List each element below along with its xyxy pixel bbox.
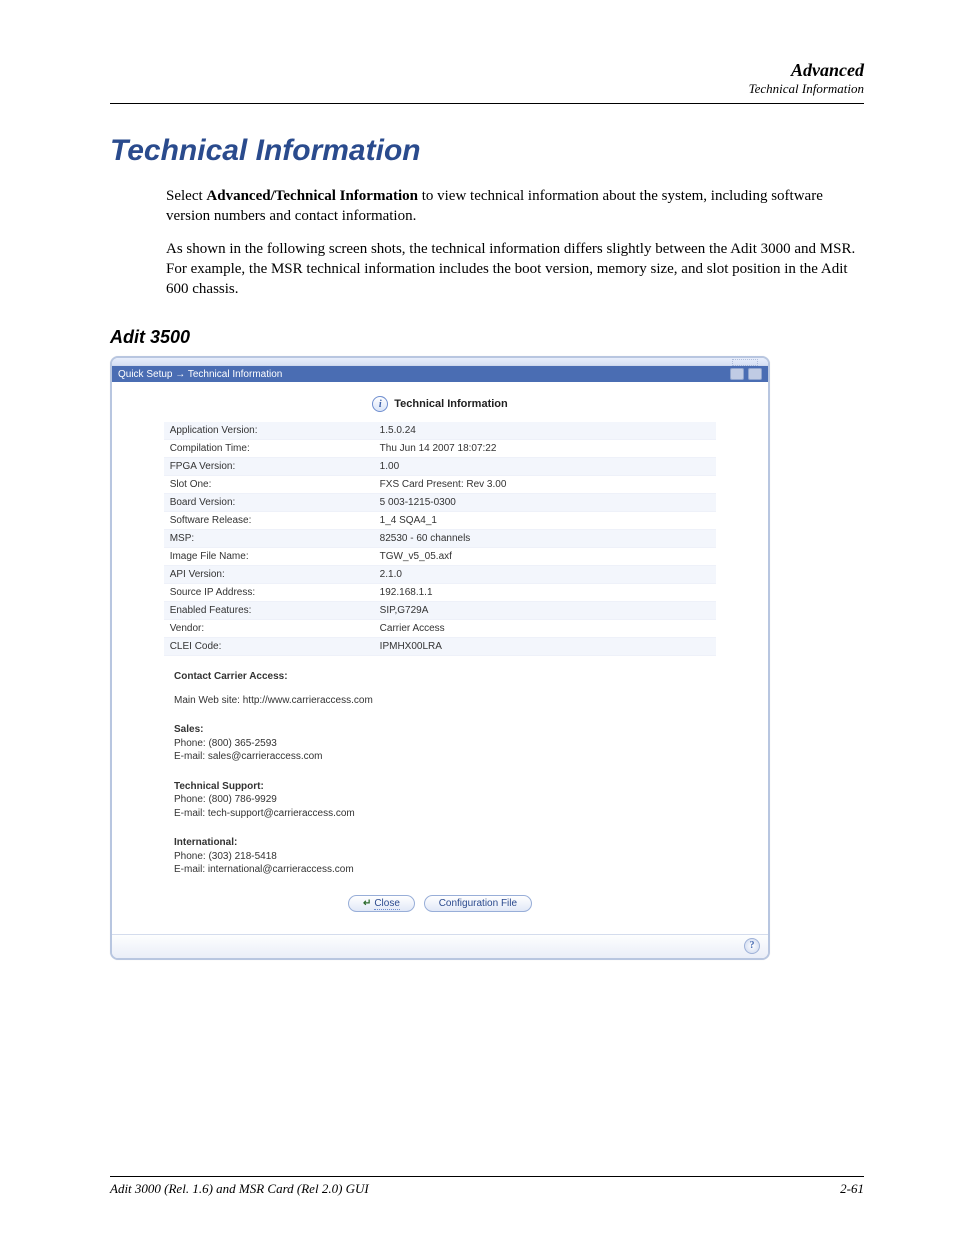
contact-heading: Contact Carrier Access: [174,670,754,684]
intro-p1-prefix: Select [166,188,206,204]
info-label: Source IP Address: [164,584,374,602]
contact-website-link[interactable]: http://www.carrieraccess.com [243,695,373,706]
info-label: Software Release: [164,512,374,530]
subheading-adit3500: Adit 3500 [110,327,864,348]
info-value: 1.00 [374,458,717,476]
international-heading: International: [174,836,754,850]
header-title: Advanced [110,60,864,81]
info-value: TGW_v5_05.axf [374,548,717,566]
info-label: Slot One: [164,476,374,494]
info-label: Application Version: [164,422,374,440]
info-value: 192.168.1.1 [374,584,717,602]
international-phone: Phone: (303) 218-5418 [174,850,754,864]
configuration-file-label: Configuration File [439,898,517,909]
header-subtitle: Technical Information [110,81,864,97]
intro-paragraph-1: Select Advanced/Technical Information to… [166,186,864,227]
info-value: FXS Card Present: Rev 3.00 [374,476,717,494]
table-row: MSP:82530 - 60 channels [164,530,717,548]
intro-p1-bold: Advanced/Technical Information [206,188,418,204]
techsupport-phone: Phone: (800) 786-9929 [174,793,754,807]
info-value: SIP,G729A [374,602,717,620]
configuration-file-button[interactable]: Configuration File [424,895,532,912]
info-label: CLEI Code: [164,638,374,656]
info-value: 82530 - 60 channels [374,530,717,548]
table-row: CLEI Code:IPMHX00LRA [164,638,717,656]
table-row: Image File Name:TGW_v5_05.axf [164,548,717,566]
footer-right: 2-61 [840,1181,864,1197]
info-label: Enabled Features: [164,602,374,620]
sales-heading: Sales: [174,723,754,737]
window-footer: ? [112,934,768,958]
table-row: Board Version:5 003-1215-0300 [164,494,717,512]
info-label: Image File Name: [164,548,374,566]
info-value: 5 003-1215-0300 [374,494,717,512]
table-row: Source IP Address:192.168.1.1 [164,584,717,602]
international-email: E-mail: international@carrieraccess.com [174,863,754,877]
breadcrumb-text: Quick Setup → Technical Information [118,369,282,380]
info-label: Compilation Time: [164,440,374,458]
info-value: Carrier Access [374,620,717,638]
table-row: Compilation Time:Thu Jun 14 2007 18:07:2… [164,440,717,458]
table-row: Vendor:Carrier Access [164,620,717,638]
table-row: Application Version:1.5.0.24 [164,422,717,440]
sales-email: E-mail: sales@carrieraccess.com [174,750,754,764]
page-footer: Adit 3000 (Rel. 1.6) and MSR Card (Rel 2… [110,1176,864,1197]
info-label: MSP: [164,530,374,548]
close-button-label: Close [374,898,400,910]
breadcrumb-bar: Quick Setup → Technical Information [112,366,768,382]
techsupport-email: E-mail: tech-support@carrieraccess.com [174,807,754,821]
footer-rule [110,1176,864,1177]
info-label: API Version: [164,566,374,584]
close-button[interactable]: ↵Close [348,895,415,912]
contact-block: Contact Carrier Access: Main Web site: h… [174,670,754,877]
table-row: Enabled Features:SIP,G729A [164,602,717,620]
help-icon[interactable]: ? [744,938,760,954]
panel-title-text: Technical Information [394,398,507,410]
sales-phone: Phone: (800) 365-2593 [174,737,754,751]
page-heading: Technical Information [110,134,864,168]
window-titlebar [112,358,768,366]
info-label: FPGA Version: [164,458,374,476]
panel-title: i Technical Information [126,396,754,412]
breadcrumb-icon-1[interactable] [730,368,744,380]
breadcrumb-icon-2[interactable] [748,368,762,380]
info-value: 1_4 SQA4_1 [374,512,717,530]
techsupport-heading: Technical Support: [174,780,754,794]
footer-left: Adit 3000 (Rel. 1.6) and MSR Card (Rel 2… [110,1181,369,1197]
info-icon: i [372,396,388,412]
close-arrow-icon: ↵ [363,898,371,909]
header-rule [110,103,864,104]
table-row: API Version:2.1.0 [164,566,717,584]
info-value: 2.1.0 [374,566,717,584]
info-value: 1.5.0.24 [374,422,717,440]
table-row: Slot One:FXS Card Present: Rev 3.00 [164,476,717,494]
info-label: Board Version: [164,494,374,512]
contact-website-label: Main Web site: [174,695,240,706]
screenshot-window: Quick Setup → Technical Information i Tec… [110,356,770,960]
intro-paragraph-2: As shown in the following screen shots, … [166,239,864,300]
table-row: Software Release:1_4 SQA4_1 [164,512,717,530]
info-value: IPMHX00LRA [374,638,717,656]
table-row: FPGA Version:1.00 [164,458,717,476]
info-value: Thu Jun 14 2007 18:07:22 [374,440,717,458]
info-table: Application Version:1.5.0.24Compilation … [164,422,717,656]
info-label: Vendor: [164,620,374,638]
